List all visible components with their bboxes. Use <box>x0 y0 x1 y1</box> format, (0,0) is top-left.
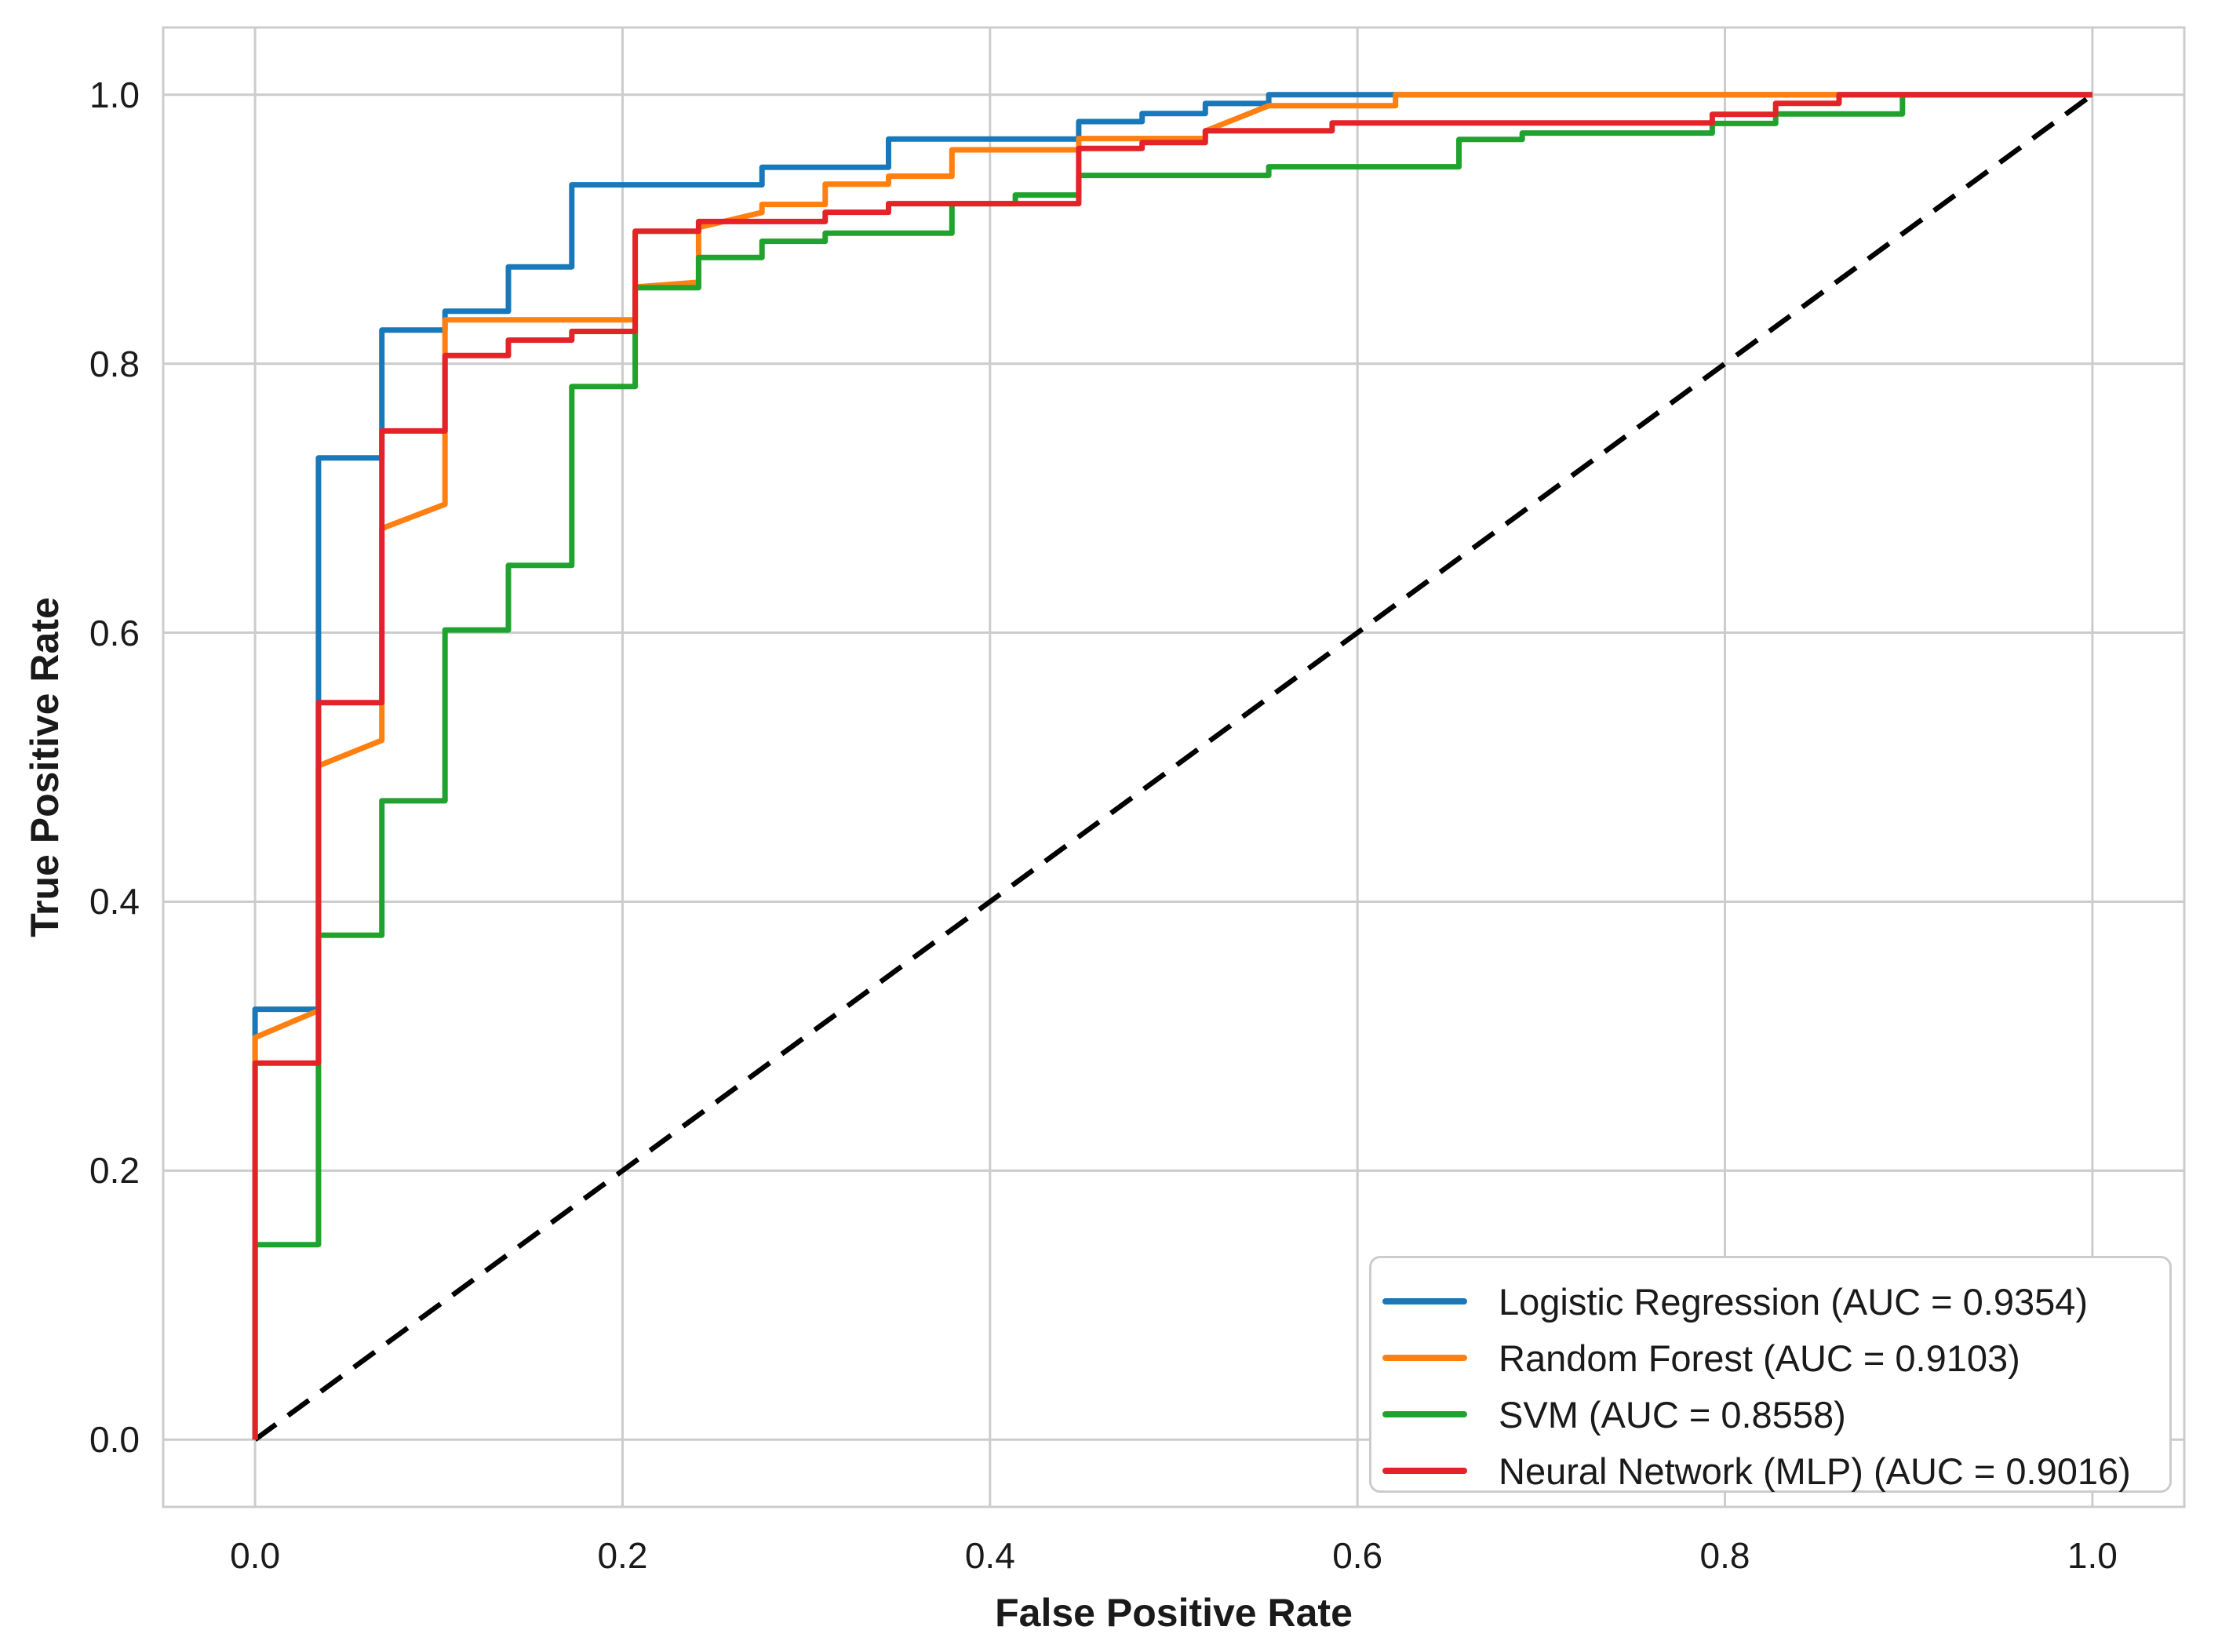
legend-label-logistic-regression: Logistic Regression (AUC = 0.9354) <box>1499 1280 2089 1323</box>
legend-swatch-logistic-regression <box>1382 1298 1467 1304</box>
y-tick-label-0.4: 0.4 <box>89 881 140 922</box>
plot-border <box>162 26 2186 1508</box>
legend-label-neural-network-mlp: Neural Network (MLP) (AUC = 0.9016) <box>1499 1450 2131 1492</box>
y-tick-label-1.0: 1.0 <box>89 74 140 115</box>
legend-item-random-forest: Random Forest (AUC = 0.9103) <box>1382 1330 2169 1386</box>
y-tick-label-0.2: 0.2 <box>89 1150 140 1192</box>
legend: Logistic Regression (AUC = 0.9354) Random… <box>1369 1256 2172 1493</box>
legend-swatch-svm <box>1382 1411 1467 1417</box>
y-tick-label-0.6: 0.6 <box>89 612 140 653</box>
y-tick-label-0.8: 0.8 <box>89 343 140 384</box>
legend-item-neural-network-mlp: Neural Network (MLP) (AUC = 0.9016) <box>1382 1443 2169 1499</box>
legend-item-svm: SVM (AUC = 0.8558) <box>1382 1386 2169 1443</box>
x-axis-label: False Positive Rate <box>995 1591 1353 1635</box>
roc-curve-neural-network-mlp <box>252 92 2092 1440</box>
legend-item-logistic-regression: Logistic Regression (AUC = 0.9354) <box>1382 1273 2169 1330</box>
legend-swatch-neural-network-mlp <box>1382 1468 1467 1474</box>
x-tick-label-0.4: 0.4 <box>964 1535 1015 1576</box>
roc-curve-svm <box>252 92 2092 1440</box>
x-tick-label-1.0: 1.0 <box>2067 1535 2118 1576</box>
legend-label-random-forest: Random Forest (AUC = 0.9103) <box>1499 1337 2020 1379</box>
legend-swatch-random-forest <box>1382 1355 1467 1361</box>
chance-diagonal-line <box>253 93 2094 1442</box>
x-tick-label-0.0: 0.0 <box>230 1535 281 1576</box>
x-tick-label-0.2: 0.2 <box>597 1535 648 1576</box>
y-axis-label: True Positive Rate <box>23 597 67 937</box>
x-tick-label-0.6: 0.6 <box>1332 1535 1383 1576</box>
x-tick-label-0.8: 0.8 <box>1699 1535 1750 1576</box>
legend-label-svm: SVM (AUC = 0.8558) <box>1499 1393 1846 1435</box>
y-tick-label-0.0: 0.0 <box>89 1419 140 1461</box>
